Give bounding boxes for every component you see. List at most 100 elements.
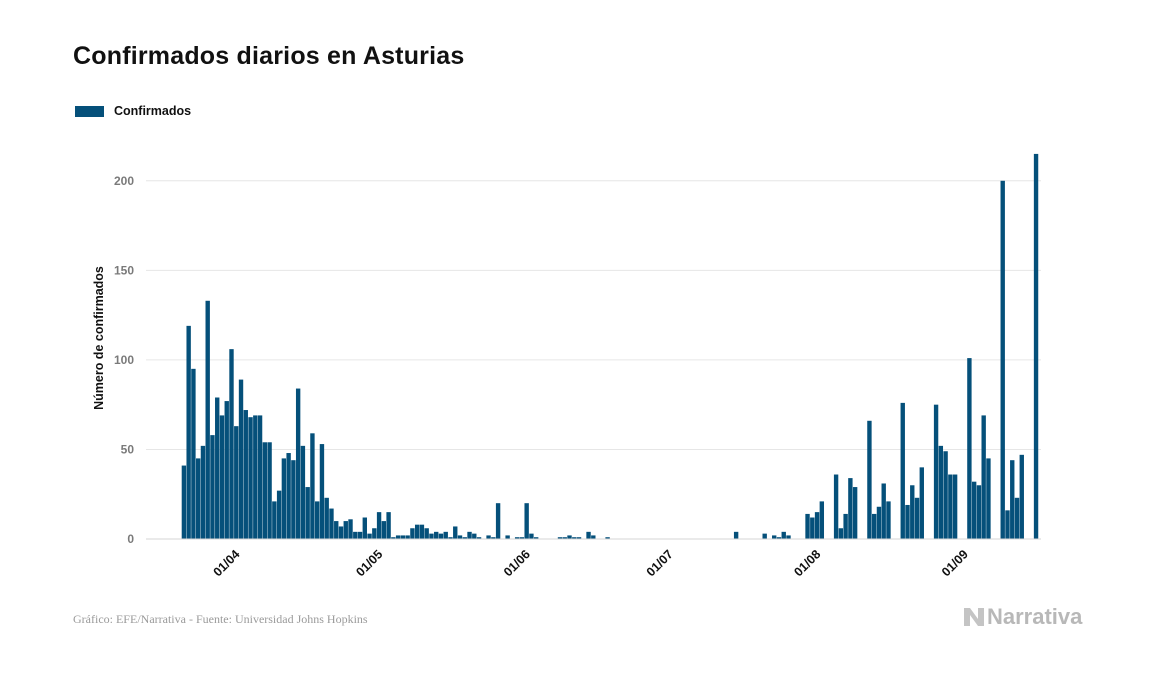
y-axis-label: Número de confirmados: [92, 266, 106, 410]
bar: [586, 531, 591, 539]
x-axis-ticks: 01/04 01/05 01/06 01/07 01/08 01/09: [211, 547, 971, 579]
bar: [781, 531, 786, 539]
bar: [234, 426, 239, 539]
x-tick-label: 01/07: [644, 547, 676, 579]
bar: [219, 415, 225, 539]
bar: [291, 460, 296, 539]
bar: [971, 481, 977, 539]
bar: [772, 535, 777, 539]
bar: [329, 508, 334, 539]
y-axis-ticks: 0 50 100 150 200: [114, 174, 134, 546]
bar: [1019, 454, 1024, 539]
bar: [443, 531, 448, 539]
bar: [914, 497, 920, 539]
bar: [353, 531, 358, 539]
bar: [400, 535, 406, 539]
bar: [576, 537, 582, 539]
bar: [362, 517, 367, 539]
bar: [943, 451, 948, 539]
bar: [181, 465, 187, 539]
brand-logo: Narrativa: [963, 604, 1082, 630]
bar: [367, 533, 372, 539]
bar: [324, 497, 329, 539]
bar: [395, 535, 401, 539]
bar: [572, 537, 577, 539]
x-tick-label: 01/05: [353, 547, 385, 579]
bar: [557, 537, 563, 539]
bar: [952, 474, 958, 539]
bar: [905, 504, 910, 539]
y-tick-label: 100: [114, 353, 134, 367]
bar: [919, 467, 924, 539]
legend: Confirmados: [75, 104, 191, 118]
bar: [253, 415, 258, 539]
bar: [315, 501, 320, 539]
bar: [257, 415, 263, 539]
bar: [414, 524, 420, 539]
bar: [210, 435, 215, 539]
bar: [910, 485, 915, 539]
bar: [300, 445, 306, 539]
y-tick-label: 0: [127, 532, 134, 546]
y-tick-label: 50: [121, 442, 135, 456]
bar: [295, 388, 301, 539]
bar: [457, 535, 463, 539]
bar: [981, 415, 986, 539]
x-tick-label: 01/08: [791, 547, 823, 579]
bar: [276, 490, 282, 539]
bar: [591, 535, 596, 539]
bar: [224, 401, 229, 539]
bar: [186, 325, 191, 539]
bar: [338, 526, 344, 539]
bar: [310, 433, 315, 539]
bar: [819, 501, 825, 539]
bar: [491, 537, 496, 539]
bar: [248, 417, 253, 539]
bar: [776, 537, 782, 539]
bar: [833, 474, 839, 539]
bar: [229, 349, 234, 539]
bar: [357, 531, 363, 539]
bar: [243, 410, 248, 539]
bar: [867, 420, 872, 539]
bar: [814, 512, 820, 539]
bar: [372, 528, 377, 539]
bar: [348, 519, 353, 539]
bar: [448, 537, 453, 539]
bar: [281, 458, 287, 539]
x-tick-label: 01/06: [501, 547, 533, 579]
bar: [886, 501, 891, 539]
bar: [262, 442, 268, 539]
bar: [838, 528, 844, 539]
bar: [191, 368, 196, 539]
bars: [181, 153, 1039, 539]
bar: [267, 442, 272, 539]
bar: [524, 503, 529, 539]
bar: [472, 533, 477, 539]
bar: [486, 535, 491, 539]
bar: [272, 501, 277, 539]
bar: [514, 537, 520, 539]
bar: [1005, 510, 1010, 539]
bar: [467, 531, 472, 539]
bar: [434, 531, 439, 539]
bar: [1010, 460, 1015, 539]
bar: [405, 535, 410, 539]
bar: [205, 300, 210, 539]
bar: [933, 404, 939, 539]
bar: [562, 537, 567, 539]
bar: [967, 358, 972, 539]
legend-label: Confirmados: [114, 104, 192, 118]
bar: [391, 537, 396, 539]
bar: [852, 487, 858, 539]
bar: [805, 513, 810, 539]
bar: [976, 485, 982, 539]
bar: [876, 506, 882, 539]
bar: [215, 397, 220, 539]
bar: [334, 521, 339, 539]
bar: [843, 513, 848, 539]
brand-name: Narrativa: [987, 604, 1083, 629]
chart-title: Confirmados diarios en Asturias: [73, 42, 465, 70]
bar: [200, 445, 206, 539]
